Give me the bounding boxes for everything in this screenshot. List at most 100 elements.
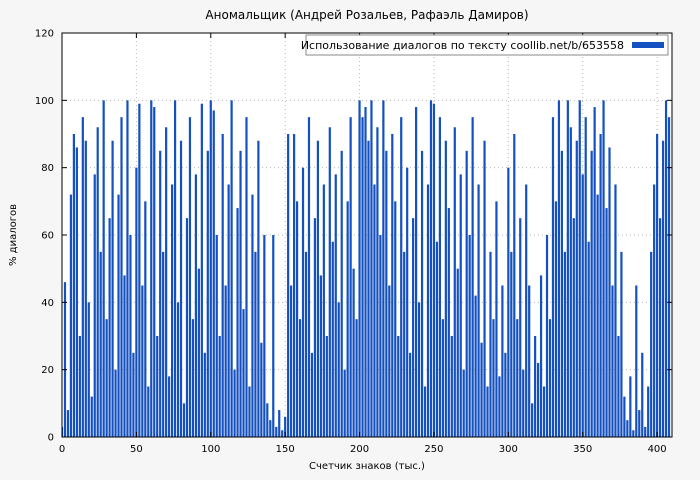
bar	[551, 117, 555, 437]
bar	[572, 218, 575, 437]
bar	[590, 150, 593, 437]
bar	[539, 275, 543, 437]
bar	[215, 235, 218, 437]
y-tick-label: 80	[41, 163, 54, 174]
bar	[441, 319, 444, 437]
bar	[197, 268, 200, 437]
x-tick-label: 350	[573, 444, 592, 455]
bar	[331, 241, 334, 437]
bar	[316, 140, 320, 437]
bar	[248, 386, 251, 437]
bar	[584, 117, 587, 437]
bar	[545, 235, 549, 437]
bar	[370, 100, 373, 437]
bar	[641, 352, 644, 437]
bar	[653, 184, 656, 437]
bar	[656, 134, 659, 437]
legend-label: Использование диалогов по тексту coollib…	[301, 39, 624, 52]
bar	[233, 369, 236, 437]
bar	[254, 251, 257, 437]
bar	[290, 285, 293, 437]
bar	[168, 376, 171, 437]
y-tick-label: 40	[41, 298, 54, 309]
bar	[513, 134, 516, 437]
bar	[602, 100, 605, 437]
bar	[548, 319, 552, 437]
bar	[468, 235, 471, 437]
bar	[406, 167, 409, 437]
bar	[62, 426, 64, 437]
bar	[557, 100, 561, 437]
bar	[99, 251, 102, 437]
bar	[638, 410, 641, 437]
bar	[322, 184, 325, 437]
bar	[620, 251, 623, 437]
bar	[132, 352, 135, 437]
bar	[328, 127, 331, 437]
bar	[644, 426, 647, 437]
y-tick-label: 20	[41, 365, 54, 376]
bar	[75, 147, 78, 437]
bar	[194, 174, 198, 437]
bar	[349, 117, 352, 437]
bar	[611, 285, 614, 437]
bar	[105, 319, 108, 437]
bar	[492, 319, 495, 437]
bar	[304, 251, 308, 437]
x-tick-label: 300	[499, 444, 518, 455]
bar	[111, 140, 114, 437]
bar	[605, 208, 608, 437]
bar	[284, 416, 287, 437]
bar	[566, 100, 569, 437]
bar	[260, 342, 263, 437]
bar	[581, 174, 584, 437]
bar	[266, 403, 269, 437]
bar	[182, 403, 186, 437]
bar	[188, 117, 192, 437]
bar	[263, 235, 266, 437]
bar	[450, 336, 453, 437]
bar	[376, 127, 379, 437]
bar	[298, 319, 302, 437]
bar	[596, 194, 599, 437]
bar	[257, 140, 260, 437]
bar	[632, 430, 635, 437]
bar	[658, 218, 662, 437]
bar	[477, 184, 480, 437]
bar	[629, 376, 632, 437]
y-tick-label: 120	[35, 29, 54, 40]
bar	[510, 251, 513, 437]
bar	[269, 420, 272, 437]
bar	[334, 174, 337, 437]
bar	[400, 117, 403, 437]
bar	[608, 147, 611, 437]
bar	[227, 184, 230, 437]
bar	[516, 319, 519, 437]
bar	[346, 201, 349, 437]
bar	[593, 107, 596, 437]
bar	[123, 275, 126, 437]
bar	[614, 184, 617, 437]
bar	[599, 134, 602, 437]
x-tick-label: 50	[130, 444, 143, 455]
bar	[63, 282, 67, 437]
bar	[519, 218, 522, 437]
x-tick-label: 400	[648, 444, 667, 455]
bar	[432, 103, 436, 437]
bars-group	[62, 100, 671, 437]
bar	[489, 251, 492, 437]
bar	[114, 369, 117, 437]
bar	[117, 194, 120, 437]
bar	[147, 386, 150, 437]
bar	[206, 150, 209, 437]
bar	[578, 100, 581, 437]
bar	[343, 369, 346, 437]
bar	[617, 336, 620, 437]
bar	[420, 150, 424, 437]
bar	[358, 100, 361, 437]
bar	[242, 309, 245, 437]
bar	[209, 100, 212, 437]
bar	[528, 285, 531, 437]
bar	[272, 235, 275, 437]
bar	[66, 410, 70, 437]
